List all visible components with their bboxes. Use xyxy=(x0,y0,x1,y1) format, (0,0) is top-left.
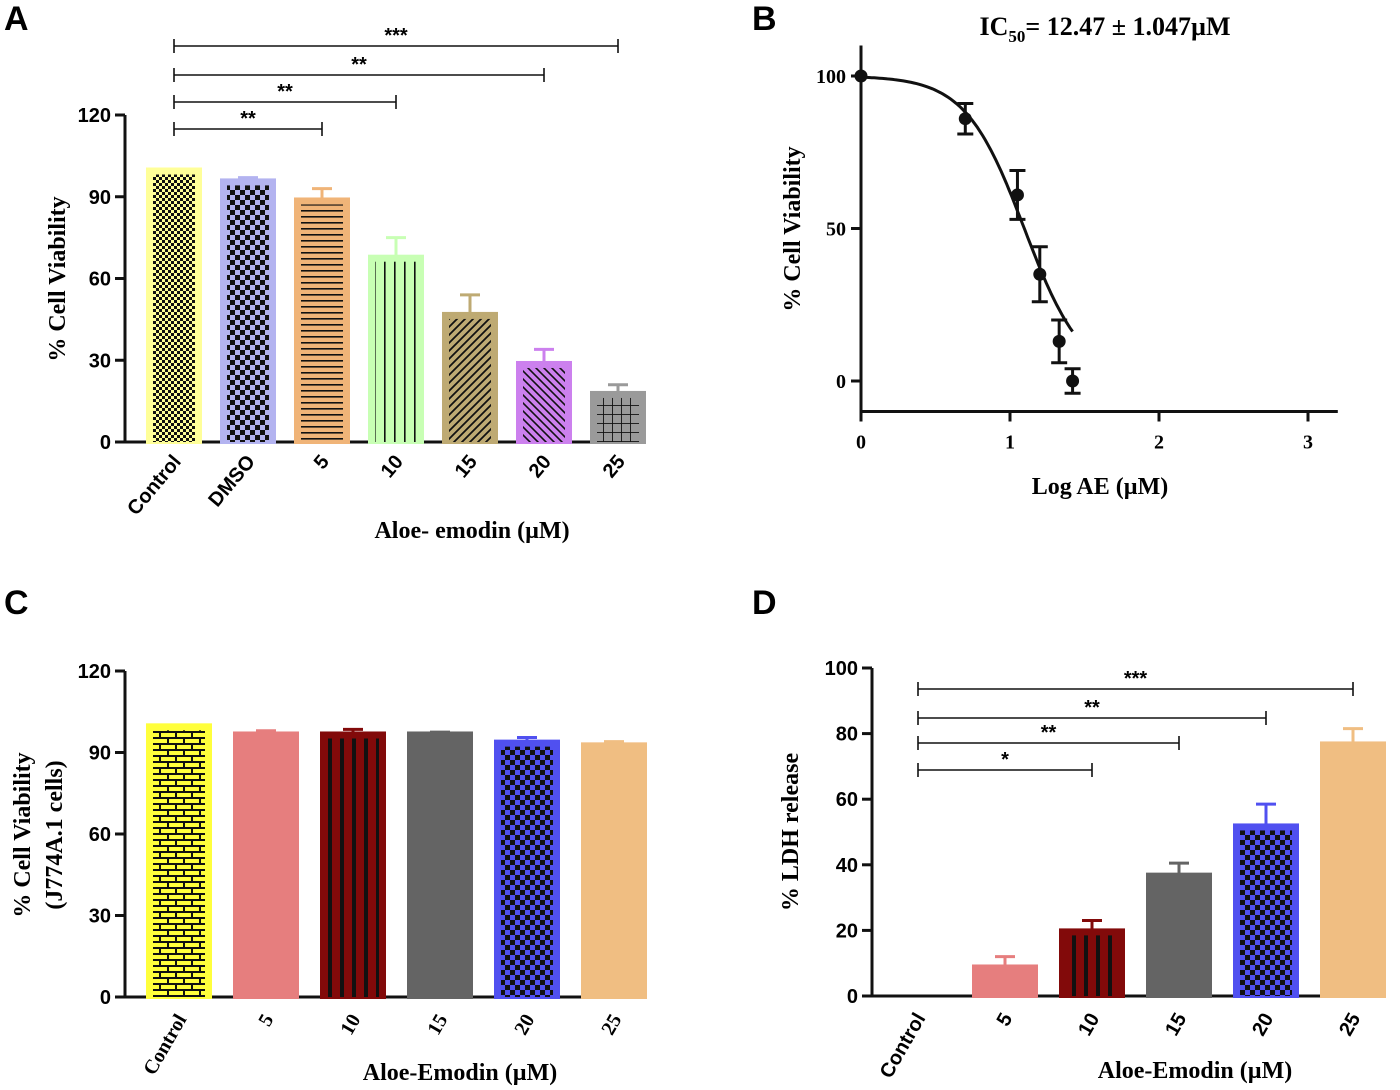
panel-b-title: IC50= 12.47 ± 1.047µM xyxy=(979,12,1230,46)
y-tick-label: 60 xyxy=(836,789,858,811)
x-tick-label: 10 xyxy=(1074,1010,1104,1040)
significance-label: ** xyxy=(1041,722,1057,744)
y-tick-label: 0 xyxy=(100,987,111,1009)
x-tick-label: 0 xyxy=(856,432,866,454)
bar xyxy=(1320,741,1386,998)
x-tick-label: 25 xyxy=(1335,1010,1365,1040)
significance-label: * xyxy=(1001,749,1009,771)
bar xyxy=(407,731,473,999)
panel-b-xlabel: Log AE (µM) xyxy=(1032,474,1169,500)
panel-b-plot: 0 50 100 0 1 2 3 xyxy=(816,45,1338,454)
panel-a-ylabel: % Cell Viability xyxy=(45,196,71,361)
bar-pattern xyxy=(301,204,343,442)
y-tick-label: 120 xyxy=(78,105,111,127)
bar-pattern xyxy=(501,746,553,997)
x-tick-label: 2 xyxy=(1154,432,1164,454)
panel-b-label: B xyxy=(752,0,777,38)
y-tick-label: 100 xyxy=(825,658,858,680)
bar-pattern xyxy=(375,261,417,442)
x-tick-label: 1 xyxy=(1005,432,1015,454)
panel-d-ylabel: % LDH release xyxy=(778,753,804,912)
y-tick-label: 40 xyxy=(836,855,858,877)
significance-label: ** xyxy=(1084,697,1100,719)
bar xyxy=(1146,872,1212,999)
x-tick-label: 10 xyxy=(377,451,408,482)
bar-pattern xyxy=(327,738,379,997)
significance-label: ** xyxy=(240,108,256,130)
y-tick-label: 50 xyxy=(826,219,846,241)
x-tick-label: Control xyxy=(123,451,186,520)
bar xyxy=(233,731,299,999)
panel-c-label: C xyxy=(4,584,29,622)
bar-pattern xyxy=(449,318,491,442)
bar xyxy=(972,964,1038,998)
x-tick-label: Control xyxy=(876,1010,931,1083)
x-tick-label: DMSO xyxy=(204,451,259,511)
y-tick-label: 30 xyxy=(89,906,111,928)
y-tick-label: 30 xyxy=(89,350,111,372)
y-tick-label: 60 xyxy=(89,269,111,291)
bar xyxy=(581,742,647,999)
x-tick-label: 15 xyxy=(451,451,482,482)
y-tick-label: 0 xyxy=(100,432,111,454)
panel-a-label: A xyxy=(4,0,29,38)
x-tick-label: 20 xyxy=(1248,1010,1278,1040)
bar-pattern xyxy=(523,367,565,442)
y-tick-label: 90 xyxy=(89,743,111,765)
panel-c-xlabel: Aloe-Emodin (µM) xyxy=(363,1060,557,1086)
x-tick-label: 15 xyxy=(1161,1010,1191,1040)
bar-pattern xyxy=(153,730,205,997)
y-tick-label: 90 xyxy=(89,187,111,209)
panel-c-plot: 0 30 60 90 120 Control 5 10 15 20 25 xyxy=(78,661,647,1079)
y-tick-label: 0 xyxy=(836,371,846,393)
y-tick-label: 100 xyxy=(816,66,846,88)
bar-pattern xyxy=(1066,935,1118,996)
x-tick-label: 5 xyxy=(310,451,334,474)
x-tick-label: 5 xyxy=(993,1010,1018,1031)
x-tick-label: 25 xyxy=(599,451,630,482)
panel-b-ylabel: % Cell Viability xyxy=(780,146,806,311)
significance-label: ** xyxy=(351,54,367,76)
data-point xyxy=(1052,334,1066,348)
x-tick-label: 20 xyxy=(510,1011,539,1039)
panel-a-xlabel: Aloe- emodin (µM) xyxy=(374,518,569,544)
significance-label: *** xyxy=(384,25,408,47)
bar-pattern xyxy=(227,185,269,442)
data-point xyxy=(958,112,972,126)
bar-pattern xyxy=(1240,830,1292,996)
x-tick-label: 5 xyxy=(254,1011,278,1031)
y-tick-label: 80 xyxy=(836,724,858,746)
panel-c-ylabel-line2: (J774A.1 cells) xyxy=(42,760,68,909)
x-tick-label: 15 xyxy=(423,1011,452,1039)
data-point xyxy=(1010,188,1024,202)
significance-label: ** xyxy=(277,81,293,103)
x-tick-label: 25 xyxy=(597,1011,626,1039)
y-tick-label: 0 xyxy=(847,986,858,1008)
panel-d-label: D xyxy=(752,584,777,622)
x-tick-label: 20 xyxy=(525,451,556,482)
y-tick-label: 20 xyxy=(836,920,858,942)
data-point xyxy=(1066,374,1080,388)
x-tick-label: Control xyxy=(139,1010,191,1079)
bar-pattern xyxy=(597,397,639,442)
panel-d-xlabel: Aloe-Emodin (µM) xyxy=(1098,1058,1292,1084)
x-tick-label: 10 xyxy=(336,1011,365,1039)
panel-c-ylabel: % Cell Viability xyxy=(10,752,36,917)
data-point xyxy=(854,69,868,83)
significance-label: *** xyxy=(1124,668,1148,690)
bar-pattern xyxy=(153,174,195,442)
y-tick-label: 120 xyxy=(78,661,111,683)
data-point xyxy=(1033,267,1047,281)
x-tick-label: 3 xyxy=(1303,432,1313,454)
y-tick-label: 60 xyxy=(89,824,111,846)
